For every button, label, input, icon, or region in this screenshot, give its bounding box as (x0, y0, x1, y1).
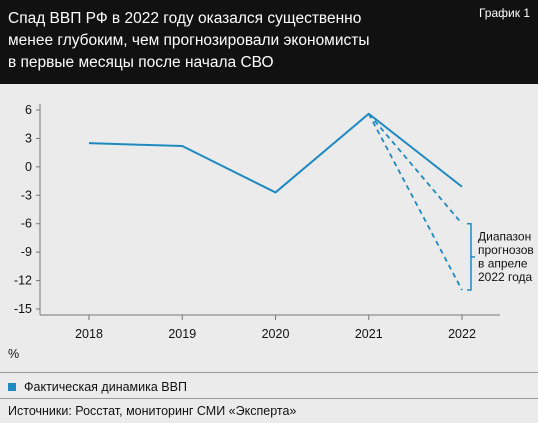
chart-number-badge: График 1 (478, 6, 530, 20)
forecast-range-bracket (467, 222, 472, 291)
x-tick-label: 2020 (262, 327, 290, 341)
chart-title-line: Спад ВВП РФ в 2022 году оказался существ… (8, 10, 362, 27)
forecast-range-label: Диапазон (478, 230, 531, 244)
forecast-range-label: прогнозов (478, 243, 534, 257)
y-tick-label: -3 (21, 188, 32, 202)
y-tick-label: -9 (21, 245, 32, 259)
y-tick-label: 0 (25, 160, 32, 174)
source-divider (0, 398, 538, 399)
source-note: Источники: Росстат, мониторинг СМИ «Эксп… (8, 404, 297, 418)
forecast-dashed-line (368, 113, 463, 225)
legend-label: Фактическая динамика ВВП (24, 380, 187, 394)
y-tick-label: -6 (21, 217, 32, 231)
x-tick-label: 2018 (75, 327, 103, 341)
y-tick-label: -15 (14, 302, 32, 316)
y-tick-label: -12 (14, 274, 32, 288)
x-tick-label: 2021 (355, 327, 383, 341)
y-tick-label: 6 (25, 103, 32, 117)
y-axis-unit: % (8, 347, 20, 361)
chart-title: Спад ВВП РФ в 2022 году оказался существ… (8, 8, 428, 74)
x-tick-label: 2019 (168, 327, 196, 341)
legend-divider (0, 372, 538, 373)
y-tick-label: 3 (25, 131, 32, 145)
chart-title-line: в первые месяцы после начала СВО (8, 54, 274, 71)
forecast-range-label: в апреле (478, 257, 528, 271)
actual-gdp-line (88, 112, 463, 194)
chart-header: Спад ВВП РФ в 2022 году оказался существ… (0, 0, 538, 84)
forecast-range-label: 2022 года (478, 270, 533, 284)
chart-title-line: менее глубоким, чем прогнозировали эконо… (8, 32, 370, 49)
line-chart: 6 3 0 -3 -6 -9 -12 -15 2018 2019 2020 2021 2022 Диапа… (14, 103, 534, 341)
legend: Фактическая динамика ВВП (8, 380, 187, 394)
legend-swatch (8, 383, 16, 391)
x-tick-label: 2022 (448, 327, 476, 341)
forecast-dashed-line (367, 113, 463, 291)
